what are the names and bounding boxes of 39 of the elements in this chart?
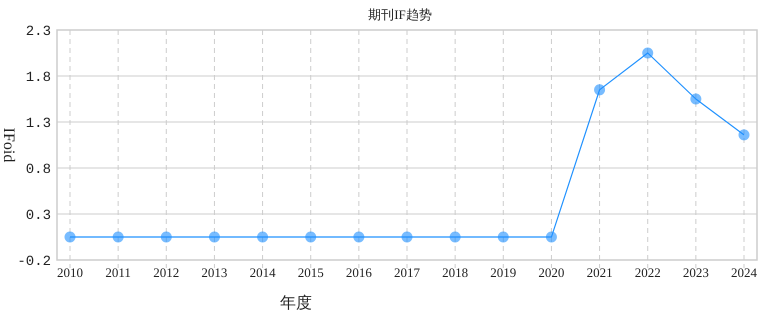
point [402,232,412,242]
x-tick-label: 2012 [153,265,180,280]
x-tick-label: 2015 [298,265,324,280]
x-tick-label: 2019 [490,265,516,280]
point [208,232,220,242]
point [305,232,316,242]
x-tick-label: 2020 [538,265,564,280]
y-axis-title: IFoid [0,128,17,162]
point [690,94,702,104]
point [257,232,268,242]
point [112,232,124,242]
x-tick-label: 2016 [346,265,372,280]
x-tick-label: 2018 [442,265,468,280]
x-tick-label: 2022 [634,265,661,280]
y-tick-label: 1.8 [26,70,51,86]
x-tick-label: 2014 [250,265,276,280]
point [450,232,461,242]
y-tick-label: 2.3 [26,24,51,40]
point [738,129,750,140]
x-tick-label: 2011 [105,265,131,280]
point [498,232,509,242]
x-tick-label: 2021 [586,265,613,280]
y-tick-label: -0.2 [17,254,51,270]
y-tick-label: 0.3 [26,208,51,224]
point [64,232,76,242]
point [160,232,172,242]
point [546,232,557,242]
x-tick-label: 2013 [201,265,228,280]
x-tick-label: 2023 [682,265,709,280]
x-axis-title: 年度 [280,294,312,312]
point [642,48,654,58]
y-tick-label: 0.8 [26,162,51,178]
x-tick-label: 2024 [731,265,758,280]
x-tick-label: 2010 [57,265,83,280]
point [594,84,606,96]
point [353,232,364,242]
chart-title: 期刊IF趋势 [368,7,432,22]
y-tick-label: 1.3 [26,116,51,132]
x-tick-label: 2017 [394,265,420,280]
